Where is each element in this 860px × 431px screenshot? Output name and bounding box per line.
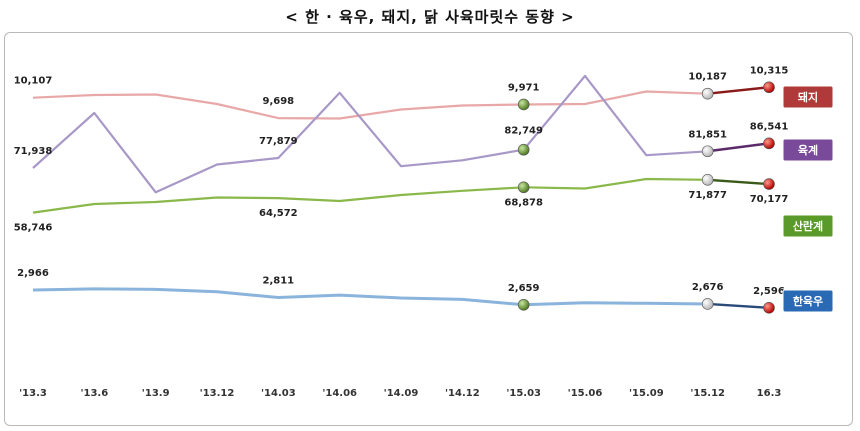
data-point — [701, 87, 714, 100]
x-tick-label: '15.06 — [568, 388, 603, 399]
x-tick-label: '14.03 — [261, 388, 296, 399]
data-label: 2,596 — [753, 286, 785, 297]
data-label: 68,878 — [504, 197, 543, 208]
x-tick-label: '15.12 — [690, 388, 725, 399]
data-point — [701, 174, 714, 186]
data-point — [701, 298, 714, 310]
series-0: 10,107 9,698 9,971 10,187 10,315 돼지 — [14, 65, 834, 120]
data-label: 2,966 — [17, 268, 49, 279]
data-point — [763, 178, 775, 190]
x-tick-label: '13.6 — [80, 388, 108, 399]
x-tick-label: 16.3 — [757, 388, 782, 399]
data-point — [763, 81, 775, 94]
data-point — [701, 145, 714, 158]
x-tick-label: '14.06 — [322, 388, 357, 399]
x-tick-label: '13.3 — [19, 388, 47, 399]
series-tag: 돼지 — [782, 85, 834, 109]
series-last-segment — [707, 86, 770, 95]
series-last-segment — [707, 302, 770, 309]
data-point — [517, 143, 530, 156]
series-1: 71,938 77,879 82,749 81,851 86,541 육계 — [14, 74, 834, 194]
series-tag-box — [782, 138, 834, 162]
series-tag-label: 산란계 — [793, 219, 823, 233]
data-label: 9,971 — [508, 82, 540, 93]
x-tick-label: '15.09 — [629, 388, 664, 399]
series-tag: 산란계 — [782, 214, 834, 238]
data-label: 2,676 — [692, 282, 724, 293]
chart-title: < 한 · 육우, 돼지, 닭 사육마릿수 동향 > — [285, 8, 575, 26]
x-tick-label: '15.03 — [506, 388, 541, 399]
data-point — [517, 181, 530, 194]
series-tag-label: 한육우 — [793, 294, 823, 308]
series-tag: 한육우 — [782, 289, 834, 313]
x-tick-label: '13.12 — [200, 388, 235, 399]
data-label: 9,698 — [263, 96, 295, 107]
x-tick-label: '13.9 — [142, 388, 170, 399]
series-tag-label: 돼지 — [798, 90, 818, 104]
series-2: 58,746 64,572 68,878 71,877 70,177 산란계 — [14, 174, 834, 238]
series-last-segment — [707, 178, 770, 186]
series-line — [32, 177, 708, 214]
data-label: 10,187 — [688, 72, 727, 83]
data-label: 58,746 — [14, 223, 53, 234]
data-label: 82,749 — [504, 126, 543, 137]
series-line — [32, 287, 708, 307]
data-label: 77,879 — [259, 136, 298, 147]
data-label: 81,851 — [688, 129, 727, 140]
data-label: 71,938 — [14, 146, 53, 157]
series-line — [32, 74, 708, 194]
series-tag-box — [782, 85, 834, 109]
data-label: 10,107 — [14, 76, 53, 87]
series-last-segment — [707, 142, 770, 153]
x-tick-label: '14.12 — [445, 388, 480, 399]
data-label: 2,811 — [263, 275, 295, 286]
data-point — [517, 98, 530, 111]
data-label: 86,541 — [750, 121, 789, 132]
series-3: 2,966 2,811 2,659 2,676 2,596 한육우 — [17, 268, 834, 314]
x-tick-label: '14.09 — [384, 388, 419, 399]
series-tag-box — [782, 214, 834, 238]
data-label: 71,877 — [688, 190, 727, 201]
data-label: 10,315 — [750, 65, 789, 76]
data-point — [763, 301, 775, 314]
data-point — [763, 137, 775, 150]
data-label: 70,177 — [750, 194, 789, 205]
data-point — [517, 298, 530, 311]
series-tag-box — [782, 289, 834, 313]
series-line — [32, 90, 708, 120]
data-label: 2,659 — [508, 283, 540, 294]
series-tag: 육계 — [782, 138, 834, 162]
series-tag-label: 육계 — [798, 143, 818, 157]
data-label: 64,572 — [259, 208, 298, 219]
